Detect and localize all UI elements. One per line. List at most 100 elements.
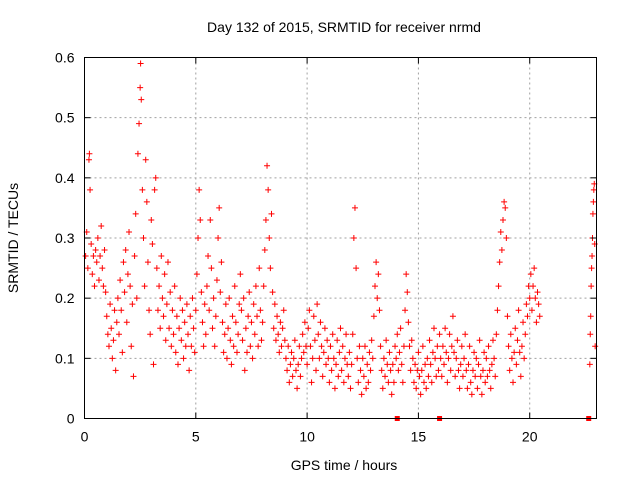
- data-point: [343, 331, 350, 338]
- data-point: [270, 325, 277, 332]
- data-point: [274, 313, 281, 320]
- data-point: [205, 253, 212, 260]
- data-point: [89, 271, 96, 278]
- data-point: [356, 343, 363, 350]
- data-point: [441, 361, 448, 368]
- data-point: [445, 355, 452, 362]
- data-point: [166, 325, 173, 332]
- data-point: [434, 343, 441, 350]
- data-point: [444, 379, 451, 386]
- data-point: [443, 349, 450, 356]
- data-point: [221, 331, 228, 338]
- data-point: [390, 379, 397, 386]
- data-point: [242, 325, 249, 332]
- data-point: [467, 379, 474, 386]
- data-point: [429, 349, 436, 356]
- data-point: [478, 391, 485, 398]
- data-point: [235, 331, 242, 338]
- data-point: [311, 337, 318, 344]
- data-point: [229, 313, 236, 320]
- data-point: [88, 241, 95, 248]
- data-point: [171, 283, 178, 290]
- data-point: [531, 265, 538, 272]
- data-point: [498, 247, 505, 254]
- data-point: [307, 343, 314, 350]
- data-point: [588, 265, 595, 272]
- data-point: [257, 307, 264, 314]
- data-point: [236, 301, 243, 308]
- data-point: [380, 355, 387, 362]
- data-point: [320, 349, 327, 356]
- data-point: [462, 331, 469, 338]
- data-point: [295, 361, 302, 368]
- data-point: [151, 186, 158, 193]
- data-point: [131, 253, 138, 260]
- data-point: [208, 265, 215, 272]
- data-point: [219, 319, 226, 326]
- data-point: [453, 355, 460, 362]
- data-point: [249, 355, 256, 362]
- data-point: [241, 367, 248, 374]
- data-point: [500, 216, 507, 223]
- data-point: [180, 355, 187, 362]
- data-point: [206, 307, 213, 314]
- data-point: [329, 331, 336, 338]
- data-point: [154, 307, 161, 314]
- data-point: [202, 331, 209, 338]
- data-point: [404, 289, 411, 296]
- data-point: [409, 355, 416, 362]
- data-point: [181, 319, 188, 326]
- x-tick-label: 5: [192, 429, 200, 445]
- data-point: [237, 271, 244, 278]
- data-point: [226, 295, 233, 302]
- data-point: [489, 337, 496, 344]
- data-point: [183, 301, 190, 308]
- data-point: [148, 216, 155, 223]
- data-point: [276, 349, 283, 356]
- data-point: [164, 259, 171, 266]
- data-point: [232, 319, 239, 326]
- data-point: [140, 235, 147, 241]
- data-point: [141, 283, 148, 290]
- data-point: [299, 331, 306, 338]
- data-point: [87, 186, 94, 193]
- data-point: [139, 186, 146, 193]
- data-point: [153, 265, 160, 272]
- data-point: [364, 361, 371, 368]
- data-point: [399, 379, 406, 386]
- data-point: [231, 283, 238, 290]
- data-point: [341, 355, 348, 362]
- data-point: [99, 265, 106, 272]
- data-point: [266, 235, 273, 241]
- data-point: [484, 373, 491, 380]
- data-point: [339, 343, 346, 350]
- data-point: [387, 367, 394, 374]
- data-point: [100, 283, 107, 290]
- data-point: [389, 361, 396, 368]
- data-point: [239, 337, 246, 344]
- data-point: [91, 283, 98, 290]
- data-point: [456, 385, 463, 392]
- data-point: [521, 355, 528, 362]
- data-point: [374, 295, 381, 302]
- data-point: [481, 349, 488, 356]
- data-point: [290, 355, 297, 362]
- y-tick-label: 0.3: [55, 230, 75, 246]
- data-point: [347, 385, 354, 392]
- data-point: [338, 367, 345, 374]
- data-point: [278, 343, 285, 350]
- data-point: [108, 325, 115, 332]
- data-point: [405, 319, 412, 326]
- data-point: [93, 259, 100, 266]
- data-point: [146, 307, 153, 314]
- data-point: [501, 198, 508, 205]
- data-point: [169, 307, 176, 314]
- data-point: [506, 367, 513, 374]
- data-point: [262, 216, 269, 223]
- data-point: [199, 319, 206, 326]
- data-point: [313, 367, 320, 374]
- data-point: [436, 331, 443, 338]
- data-point: [483, 355, 490, 362]
- data-point: [428, 379, 435, 386]
- axis-ticks: [84, 57, 597, 419]
